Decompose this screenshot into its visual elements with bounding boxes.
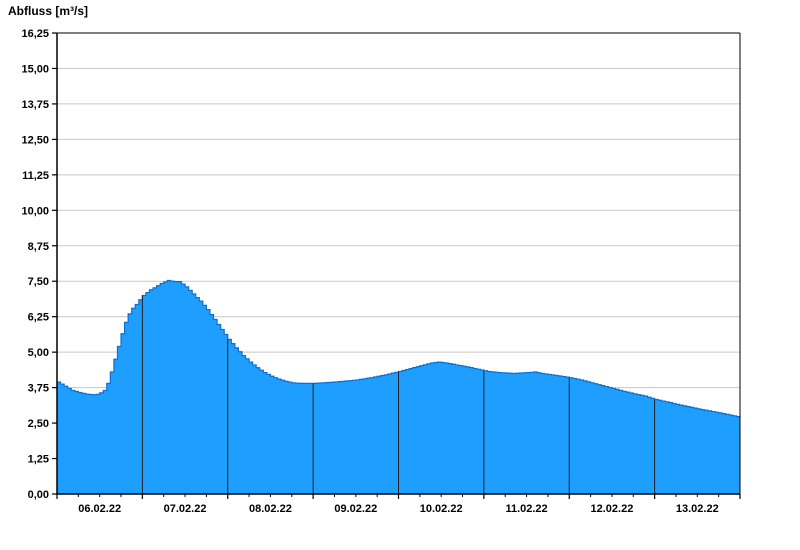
x-day-label: 09.02.22: [334, 503, 377, 515]
x-ticks: [56, 494, 741, 499]
y-tick-label: 5,00: [28, 347, 49, 359]
x-tick-labels: 06.02.22 07.02.22 08.02.22 09.02.22 10.02.22…: [78, 503, 718, 515]
y-tick-label: 10,00: [21, 205, 49, 217]
y-tick-label: 6,25: [28, 312, 49, 324]
y-tick-label: 12,50: [21, 134, 49, 146]
x-day-label: 10.02.22: [420, 503, 463, 515]
x-day-label: 13.02.22: [676, 503, 719, 515]
y-tick-label: 15,00: [21, 63, 49, 75]
y-tick-label: 8,75: [28, 241, 49, 253]
x-day-label: 07.02.22: [164, 503, 207, 515]
y-tick-label: 16,25: [21, 28, 49, 40]
x-day-label: 06.02.22: [78, 503, 121, 515]
x-day-label: 08.02.22: [249, 503, 292, 515]
y-ticks: [52, 32, 57, 495]
x-day-label: 12.02.22: [591, 503, 634, 515]
y-tick-label: 11,25: [22, 170, 49, 182]
y-tick-label: 13,75: [21, 99, 49, 111]
y-tick-label: 1,25: [28, 454, 49, 466]
y-tick-label: 7,50: [28, 276, 49, 288]
discharge-curve-outline: [57, 279, 741, 418]
x-day-label: 11.02.22: [505, 503, 547, 515]
chart-title: Abfluss [m³/s]: [8, 4, 89, 18]
day-separators: [141, 295, 656, 494]
y-tick-label: 0,00: [28, 489, 49, 501]
y-tick-labels: 0,00 1,25 2,50 3,75 5,00 6,25 7,50 8,75 10,00 11,…: [21, 28, 49, 501]
y-tick-label: 3,75: [28, 383, 49, 395]
y-tick-label: 2,50: [28, 418, 49, 430]
